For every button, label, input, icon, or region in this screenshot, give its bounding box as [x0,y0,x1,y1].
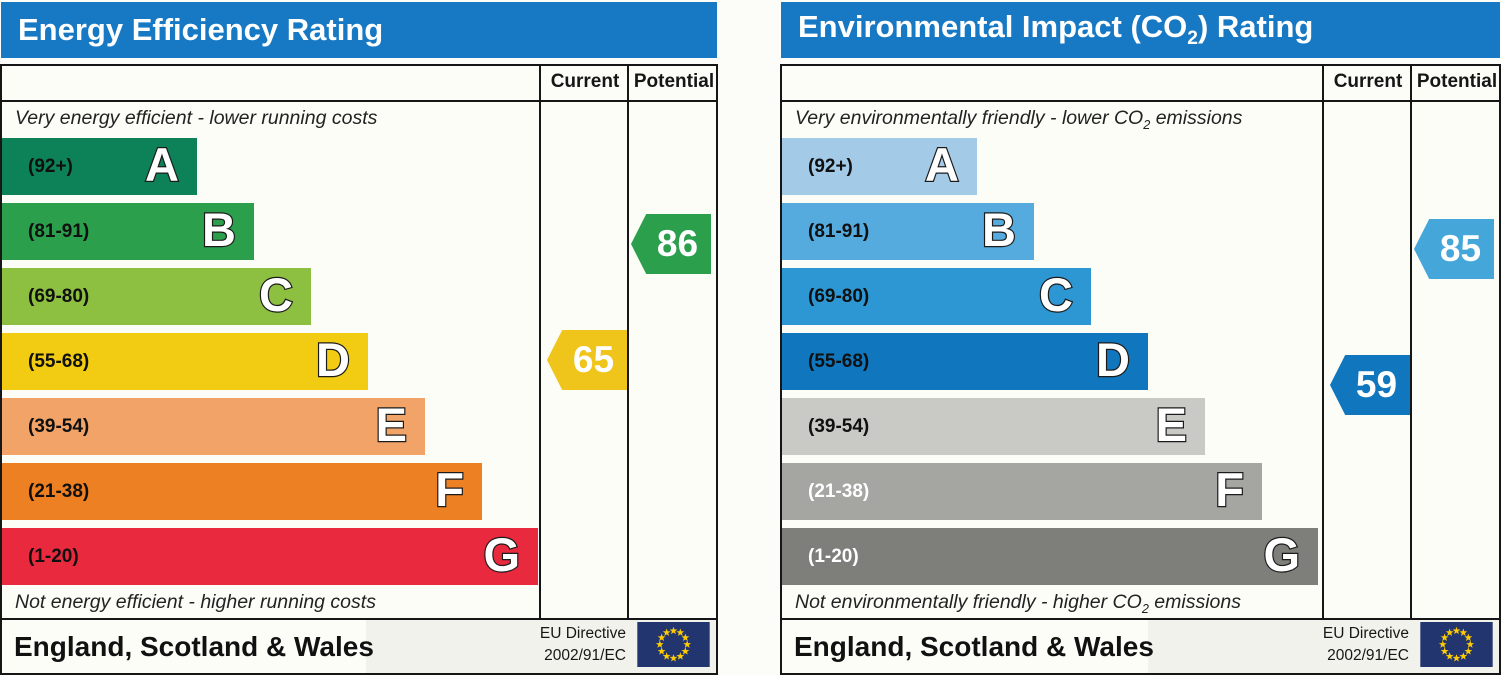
band-e: (39-54) E [782,398,1205,455]
band-b: (81-91) B [2,203,254,260]
band-letter: G [1262,527,1301,581]
footer-row-divider [782,618,1499,620]
panel-title: Energy Efficiency Rating [18,12,384,47]
band-letter: C [1038,267,1074,321]
top-note: Very environmentally friendly - lower CO… [795,107,1243,132]
potential-column-header: Potential [1416,71,1498,92]
eu-flag-icon [637,622,710,667]
potential-column-divider [627,64,629,618]
band-letter: A [144,137,180,191]
band-range-label: (39-54) [28,415,90,437]
band-letter: F [434,462,465,516]
band-range-label: (55-68) [808,350,870,372]
header-row-divider [782,100,1499,102]
band-a: (92+) A [2,138,197,195]
band-range-label: (1-20) [808,545,859,567]
band-range-label: (55-68) [28,350,90,372]
band-letter: B [981,202,1017,256]
current-column-header: Current [1333,71,1403,92]
band-d: (55-68) D [2,333,368,390]
band-g: (1-20) G [782,528,1318,585]
current-column-divider [539,64,541,618]
eu-directive-line1: EU Directive [539,625,626,642]
band-range-label: (81-91) [28,220,90,242]
band-letter: B [201,202,237,256]
current-rating-arrow: 65 [547,330,627,390]
band-g: (1-20) G [2,528,538,585]
environmental-impact-panel: Environmental Impact (CO2) Rating Curren… [780,0,1501,675]
band-range-label: (92+) [808,155,853,177]
band-letter: D [315,332,351,386]
footer-row-divider [2,618,716,620]
region-label: England, Scotland & Wales [14,630,374,662]
current-column-divider [1322,64,1324,618]
band-d: (55-68) D [782,333,1148,390]
band-range-label: (21-38) [808,480,870,502]
panel-header-bar: Energy Efficiency Rating [1,2,717,58]
potential-column-divider [1410,64,1412,618]
band-letter: F [1214,462,1245,516]
band-range-label: (39-54) [808,415,870,437]
header-row-divider [2,100,716,102]
eu-directive-label: EU Directive 2002/91/EC [1323,623,1409,667]
band-f: (21-38) F [2,463,482,520]
eu-directive-line2: 2002/91/EC [544,647,626,664]
band-b: (81-91) B [782,203,1034,260]
band-range-label: (69-80) [28,285,90,307]
bottom-note: Not energy efficient - higher running co… [15,591,376,613]
current-rating-arrow: 59 [1330,355,1410,415]
energy-efficiency-panel: Energy Efficiency Rating Current Potenti… [0,0,718,675]
band-a: (92+) A [782,138,977,195]
potential-rating-arrow: 85 [1414,219,1494,279]
band-range-label: (92+) [28,155,73,177]
band-range-label: (69-80) [808,285,870,307]
eu-directive-line1: EU Directive [1322,625,1409,642]
eu-flag-icon [1420,622,1493,667]
eu-directive-line2: 2002/91/EC [1327,647,1409,664]
band-range-label: (81-91) [808,220,870,242]
eu-directive-label: EU Directive 2002/91/EC [540,623,626,667]
band-c: (69-80) C [782,268,1091,325]
band-letter: E [374,397,408,451]
panel-title: Environmental Impact (CO2) Rating [798,9,1314,50]
band-c: (69-80) C [2,268,311,325]
panel-header-bar: Environmental Impact (CO2) Rating [781,2,1500,58]
potential-rating-arrow: 86 [631,214,711,274]
current-column-header: Current [550,71,620,92]
top-note: Very energy efficient - lower running co… [15,107,378,129]
band-letter: A [924,137,960,191]
band-range-label: (21-38) [28,480,90,502]
band-range-label: (1-20) [28,545,79,567]
band-e: (39-54) E [2,398,425,455]
band-letter: C [258,267,294,321]
potential-column-header: Potential [633,71,715,92]
bottom-note: Not environmentally friendly - higher CO… [795,591,1241,616]
band-letter: E [1154,397,1188,451]
band-letter: G [482,527,521,581]
band-letter: D [1095,332,1131,386]
band-f: (21-38) F [782,463,1262,520]
region-label: England, Scotland & Wales [794,630,1154,662]
